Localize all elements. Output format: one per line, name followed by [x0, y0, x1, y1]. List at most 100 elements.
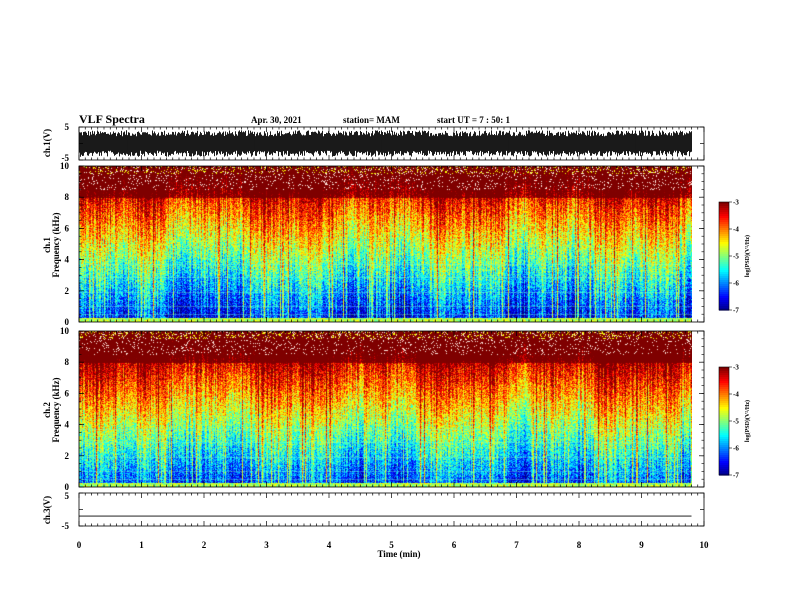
colorbar-segment	[719, 230, 729, 233]
colorbar-segment	[719, 453, 729, 456]
colorbar-segment	[719, 252, 729, 255]
colorbar-tick-label: -3	[733, 199, 739, 207]
colorbar-segment	[719, 403, 729, 406]
colorbar-tick-label: -6	[733, 280, 739, 288]
colorbar-segment	[719, 292, 729, 295]
colorbar-segment	[719, 204, 729, 207]
spectrogram-ch1-image	[79, 166, 692, 322]
colorbar-segment	[719, 268, 729, 271]
colorbar-segment	[719, 435, 729, 438]
x-tick-label: 3	[264, 540, 269, 550]
colorbar-segment	[719, 381, 729, 384]
spectrogram-ytick-label: 4	[65, 420, 70, 430]
colorbar-segment	[719, 280, 729, 283]
colorbar-segment	[719, 387, 729, 390]
ch1-ylabel: ch.1(V)	[42, 129, 52, 157]
x-tick-label: 7	[514, 540, 519, 550]
spectrogram-ytick-label: 10	[60, 161, 70, 171]
colorbar-segment	[719, 274, 729, 277]
colorbar-label: log(PSD)(V²/Hz)	[744, 400, 751, 442]
tick-marks	[78, 126, 705, 527]
colorbar-label: log(PSD)(V²/Hz)	[744, 235, 751, 277]
colorbar-segment	[719, 413, 729, 416]
colorbar-tick-label: -4	[733, 226, 739, 234]
colorbar-segment	[719, 222, 729, 225]
colorbar-tick-label: -7	[733, 307, 739, 315]
colorbar-segment	[719, 272, 729, 275]
colorbar-segment	[719, 288, 729, 291]
colorbar-segment	[719, 463, 729, 466]
waveform-ch1-path	[79, 130, 692, 157]
colorbar-segment	[719, 306, 729, 309]
colorbar-segment	[719, 216, 729, 219]
colorbar-segment	[719, 234, 729, 237]
colorbar-segment	[719, 429, 729, 432]
colorbar-segment	[719, 443, 729, 446]
colorbar-segment	[719, 258, 729, 261]
colorbar-segment	[719, 423, 729, 426]
station-label: station= MAM	[343, 115, 400, 125]
colorbar-segment	[719, 300, 729, 303]
spectrogram-ytick-label: 10	[60, 326, 70, 336]
colorbar-ch1: -3 -4 -5 -6 -7 log(PSD)(V²/Hz)	[718, 199, 751, 315]
waveform-ch1-trace	[79, 130, 692, 157]
ch3-ylabel: ch.3(V)	[42, 496, 52, 524]
x-tick-label: 6	[452, 540, 457, 550]
colorbar-segment	[719, 276, 729, 279]
colorbar-segment	[719, 304, 729, 307]
colorbar-segment	[719, 457, 729, 460]
colorbar-segment	[719, 208, 729, 211]
x-tick-label: 5	[389, 540, 394, 550]
colorbar-segment	[719, 401, 729, 404]
spectrogram-ytick-label: 2	[65, 451, 70, 461]
colorbar-segment	[719, 367, 729, 370]
ch1-ytick-bottom: -5	[62, 153, 70, 163]
colorbar-segment	[719, 254, 729, 257]
colorbar-segment	[719, 437, 729, 440]
colorbar-tick-label: -4	[733, 391, 739, 399]
colorbar-segment	[719, 244, 729, 247]
colorbar-segment	[719, 226, 729, 229]
colorbar-segment	[719, 447, 729, 450]
ch1-spec-ylabel-line1: ch.1	[42, 237, 52, 253]
colorbar-segment	[719, 270, 729, 273]
colorbar-segment	[719, 210, 729, 213]
spectrogram-ch2-image	[79, 331, 692, 487]
spectrogram-ytick-label: 8	[65, 357, 70, 367]
ch2-spec-ylabel-line1: ch.2	[42, 402, 52, 418]
spectrogram-ytick-label: 0	[65, 317, 70, 327]
colorbar-segment	[719, 439, 729, 442]
ch3-ytick-bottom: -5	[62, 521, 70, 531]
colorbar-segment	[719, 385, 729, 388]
colorbar-segment	[719, 455, 729, 458]
colorbar-segment	[719, 248, 729, 251]
colorbar-segment	[719, 395, 729, 398]
colorbar-segment	[719, 284, 729, 287]
colorbar-segment	[719, 290, 729, 293]
x-tick-label: 8	[577, 540, 582, 550]
spectrogram-ytick-label: 6	[65, 223, 70, 233]
spectrogram-ytick-label: 0	[65, 482, 70, 492]
colorbar-tick-label: -6	[733, 445, 739, 453]
colorbar-segment	[719, 218, 729, 221]
date-label: Apr. 30, 2021	[251, 115, 302, 125]
colorbar-segment	[719, 467, 729, 470]
colorbar-segment	[719, 449, 729, 452]
x-tick-label: 1	[139, 540, 144, 550]
colorbar-segment	[719, 383, 729, 386]
colorbar-segment	[719, 433, 729, 436]
colorbar-tick-label: -5	[733, 253, 739, 261]
colorbar-segment	[719, 427, 729, 430]
colorbar-segment	[719, 214, 729, 217]
colorbar-segment	[719, 260, 729, 263]
spectrogram-ch1-panel: ch.1 Frequency (kHz)	[42, 165, 705, 323]
colorbar-segment	[719, 375, 729, 378]
x-tick-label: 0	[77, 540, 82, 550]
ch2-spec-ylabel-line2: Frequency (kHz)	[51, 377, 61, 442]
ch1-spec-ylabel-line2: Frequency (kHz)	[51, 212, 61, 277]
spectrogram-ch2-panel: ch.2 Frequency (kHz)	[42, 330, 705, 488]
x-tick-label: 10	[700, 540, 710, 550]
colorbar-segment	[719, 379, 729, 382]
colorbar-segment	[719, 389, 729, 392]
spectrogram-ytick-label: 6	[65, 388, 70, 398]
